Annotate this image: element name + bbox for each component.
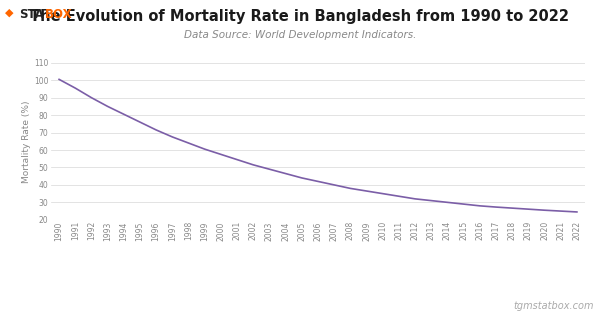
Text: tgmstatbox.com: tgmstatbox.com <box>514 301 594 311</box>
Text: The Evolution of Mortality Rate in Bangladesh from 1990 to 2022: The Evolution of Mortality Rate in Bangl… <box>31 9 569 24</box>
Text: BOX: BOX <box>45 8 73 21</box>
Text: ◆: ◆ <box>5 8 13 18</box>
Text: Data Source: World Development Indicators.: Data Source: World Development Indicator… <box>184 30 416 40</box>
Y-axis label: Mortality Rate (%): Mortality Rate (%) <box>22 100 31 182</box>
Legend: Bangladesh: Bangladesh <box>274 310 362 314</box>
Text: STAT: STAT <box>19 8 52 21</box>
